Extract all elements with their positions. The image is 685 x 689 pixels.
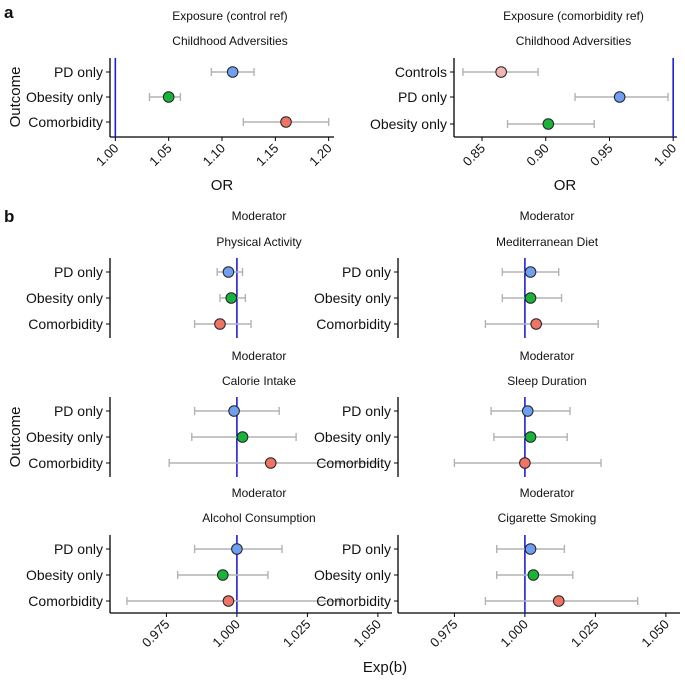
estimate-point bbox=[226, 66, 239, 78]
category-label: Obesity only bbox=[314, 567, 391, 583]
category-label: Comorbidity bbox=[28, 316, 103, 332]
x-tick-label: 1.050 bbox=[638, 617, 672, 651]
category-label: Comorbidity bbox=[28, 114, 103, 130]
estimate-point bbox=[231, 543, 243, 555]
category-label: Obesity only bbox=[26, 429, 103, 445]
panel-title: Alcohol Consumption bbox=[202, 511, 315, 525]
panel-header: Moderator bbox=[520, 349, 575, 363]
category-label: Obesity only bbox=[314, 429, 391, 445]
estimate-point bbox=[527, 569, 540, 581]
x-tick-label: 1.15 bbox=[253, 141, 282, 170]
estimate-point bbox=[552, 595, 565, 607]
x-tick-label: 0.85 bbox=[460, 141, 489, 170]
estimate-point bbox=[222, 266, 235, 278]
estimate-point bbox=[524, 266, 537, 278]
x-tick-label: 1.05 bbox=[146, 141, 175, 170]
panel-header: Moderator bbox=[232, 209, 287, 223]
panel-b1: Moderator Physical Activity PD only Obesity… bbox=[26, 209, 302, 338]
panel-title: Mediterranean Diet bbox=[496, 235, 599, 249]
panel-a-label: a bbox=[4, 3, 14, 22]
estimate-point bbox=[613, 91, 626, 103]
category-label: Comorbidity bbox=[316, 316, 391, 332]
estimate-point bbox=[524, 431, 537, 443]
estimate-point bbox=[236, 431, 249, 443]
panel-a1: Exposure (control ref) Childhood Adversit… bbox=[26, 9, 335, 169]
x-tick-label: 0.975 bbox=[139, 617, 173, 651]
panel-title: Calorie Intake bbox=[222, 374, 296, 388]
estimate-point bbox=[495, 66, 507, 78]
panel-header: Moderator bbox=[232, 486, 287, 500]
estimate-point bbox=[521, 405, 534, 417]
estimate-point bbox=[280, 116, 292, 128]
estimate-point bbox=[214, 318, 226, 330]
estimate-point bbox=[542, 118, 555, 130]
x-tick-label: 1.10 bbox=[200, 141, 229, 170]
panel-b4: Moderator Sleep Duration PD only Obesity on… bbox=[314, 349, 602, 477]
panel-b-label: b bbox=[4, 207, 14, 226]
panel-header: Moderator bbox=[520, 486, 575, 500]
panel-a2: Exposure (comorbidity ref) Childhood Adve… bbox=[370, 9, 679, 169]
x-tick-label: 1.025 bbox=[280, 617, 314, 651]
estimate-point bbox=[524, 543, 537, 555]
x-tick-label: 1.00 bbox=[93, 141, 122, 170]
or-axis-label-right: OR bbox=[554, 177, 577, 194]
estimate-point bbox=[222, 595, 235, 607]
panel-title: Cigarette Smoking bbox=[498, 511, 597, 525]
panel-header: Exposure (control ref) bbox=[172, 9, 287, 23]
estimate-point bbox=[228, 405, 240, 417]
category-label: Controls bbox=[395, 64, 447, 80]
x-tick-label: 0.975 bbox=[427, 617, 461, 651]
category-label: Comorbidity bbox=[316, 455, 391, 471]
category-label: PD only bbox=[342, 541, 391, 557]
x-tick-label: 0.95 bbox=[587, 141, 616, 170]
category-label: PD only bbox=[342, 264, 391, 280]
category-label: PD only bbox=[54, 264, 103, 280]
estimate-point bbox=[225, 292, 238, 304]
category-label: Comorbidity bbox=[28, 593, 103, 609]
panel-title: Childhood Adversities bbox=[516, 34, 631, 48]
expb-axis-label: Exp(b) bbox=[363, 659, 407, 676]
x-tick-label: 1.00 bbox=[651, 141, 680, 170]
outcome-axis-label-a: Outcome bbox=[7, 67, 24, 128]
panel-title: Sleep Duration bbox=[507, 374, 586, 388]
estimate-point bbox=[524, 292, 537, 304]
estimate-point bbox=[217, 569, 229, 581]
or-axis-label-left: OR bbox=[211, 177, 234, 194]
panel-header: Moderator bbox=[232, 349, 287, 363]
panel-header: Moderator bbox=[520, 209, 575, 223]
category-label: PD only bbox=[54, 403, 103, 419]
panel-title: Physical Activity bbox=[216, 235, 301, 249]
category-label: Obesity only bbox=[26, 89, 103, 105]
outcome-axis-label-b: Outcome bbox=[7, 407, 24, 468]
x-tick-label: 1.000 bbox=[497, 617, 531, 651]
panels-group: Exposure (control ref) Childhood Adversit… bbox=[26, 9, 680, 650]
category-label: Obesity only bbox=[26, 290, 103, 306]
estimate-point bbox=[530, 318, 542, 330]
category-label: PD only bbox=[54, 541, 103, 557]
x-tick-label: 0.90 bbox=[523, 141, 552, 170]
panel-b3: Moderator Calorie Intake PD only Obesity on… bbox=[26, 349, 379, 477]
panel-title: Childhood Adversities bbox=[172, 34, 287, 48]
category-label: Obesity only bbox=[26, 567, 103, 583]
category-label: PD only bbox=[398, 89, 447, 105]
category-label: Comorbidity bbox=[316, 593, 391, 609]
panel-header: Exposure (comorbidity ref) bbox=[503, 9, 644, 23]
category-label: Comorbidity bbox=[28, 455, 103, 471]
estimate-point bbox=[162, 91, 175, 103]
panel-b2: Moderator Mediterranean Diet PD only Obesit… bbox=[314, 209, 599, 338]
x-tick-label: 1.050 bbox=[350, 617, 384, 651]
category-label: PD only bbox=[54, 64, 103, 80]
x-tick-label: 1.025 bbox=[568, 617, 602, 651]
x-tick-label: 1.000 bbox=[209, 617, 243, 651]
x-tick-label: 1.20 bbox=[306, 141, 335, 170]
category-label: Obesity only bbox=[314, 290, 391, 306]
estimate-point bbox=[264, 457, 277, 469]
category-label: PD only bbox=[342, 403, 391, 419]
category-label: Obesity only bbox=[370, 116, 447, 132]
estimate-point bbox=[519, 457, 531, 469]
